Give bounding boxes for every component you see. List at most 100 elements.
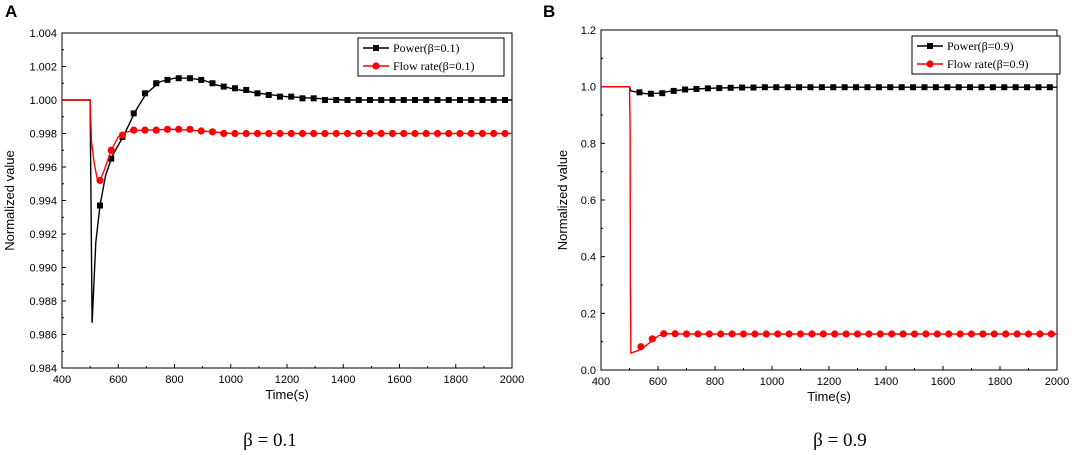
data-point	[208, 128, 217, 136]
data-point	[231, 85, 238, 92]
y-tick-label: 0.2	[581, 308, 596, 320]
data-point	[220, 129, 228, 138]
data-point	[887, 84, 894, 91]
data-point	[979, 330, 987, 338]
legend: Power(β=0.1) Flow rate(β=0.1)	[357, 37, 505, 77]
series-power	[601, 84, 1057, 97]
x-tick-label: 800	[165, 374, 183, 386]
x-tick-label: 400	[592, 376, 610, 388]
data-point	[501, 129, 509, 138]
y-tick-label: 0.990	[29, 263, 57, 275]
data-point	[660, 330, 668, 338]
data-point	[727, 84, 734, 91]
data-point	[853, 330, 862, 338]
data-point	[164, 76, 171, 83]
data-point	[784, 84, 791, 91]
data-point	[445, 97, 452, 103]
data-point	[355, 129, 363, 138]
data-point	[899, 330, 907, 338]
legend-marker	[926, 60, 934, 68]
data-point	[841, 84, 848, 91]
data-point	[876, 330, 884, 338]
data-point	[400, 97, 407, 103]
data-point	[388, 129, 397, 138]
data-point	[298, 129, 307, 138]
data-point	[659, 90, 666, 97]
data-point	[333, 97, 340, 103]
legend: Power(β=0.9) Flow rate(β=0.9)	[911, 35, 1061, 75]
data-point	[467, 129, 475, 138]
y-tick-label: 1.004	[29, 28, 57, 40]
data-point	[321, 97, 328, 103]
data-point	[468, 97, 475, 103]
data-point	[842, 330, 850, 338]
x-tick-label: 1000	[760, 376, 784, 388]
data-point	[276, 129, 284, 138]
data-point	[197, 127, 205, 135]
data-point	[705, 330, 713, 338]
y-tick-label: 0.998	[29, 129, 57, 141]
data-point	[750, 84, 757, 91]
y-tick-label: 1.002	[29, 62, 57, 74]
data-point	[796, 330, 805, 338]
data-point	[276, 93, 283, 100]
data-point	[967, 330, 976, 338]
legend-label: Power(β=0.9)	[947, 39, 1014, 53]
data-point	[682, 330, 691, 338]
data-point	[411, 129, 419, 138]
data-point	[490, 97, 497, 103]
data-point	[648, 335, 656, 343]
data-point	[932, 84, 939, 91]
y-tick-label: 1.000	[29, 95, 57, 107]
data-point	[175, 75, 182, 82]
panel-a: A 400 600 800 1000 1200 1400 1600 1800 2000 0.984…	[2, 2, 524, 451]
x-axis-title: Time(s)	[807, 389, 851, 404]
data-point	[818, 84, 825, 91]
series-line	[601, 85, 1057, 95]
data-point	[1024, 330, 1033, 338]
data-point	[321, 129, 329, 138]
data-point	[186, 125, 194, 133]
data-point	[808, 330, 816, 338]
legend-box	[357, 37, 505, 77]
data-point	[1046, 84, 1053, 91]
data-point	[636, 89, 643, 96]
data-point	[254, 90, 261, 97]
data-point	[141, 90, 148, 97]
legend-label: Power(β=0.1)	[393, 41, 460, 55]
x-axis-title: Time(s)	[265, 387, 309, 402]
panel-b: B 400 600 800 1000 1200 1400 1600 1800 2000 0.0 0.…	[543, 2, 1069, 451]
x-tick-label: 1400	[331, 374, 355, 386]
data-point	[209, 80, 216, 87]
panel-b-letter: B	[543, 2, 555, 21]
data-point	[1024, 84, 1031, 91]
legend-marker	[373, 45, 379, 51]
data-point	[366, 129, 374, 138]
data-point	[807, 84, 814, 91]
data-point	[479, 97, 486, 103]
data-point	[163, 125, 172, 133]
y-tick-label: 0.992	[29, 229, 57, 241]
data-point	[1012, 84, 1019, 91]
legend-marker	[927, 43, 933, 49]
x-tick-label: 1200	[817, 376, 841, 388]
series-line	[62, 99, 512, 182]
x-tick-label: 1000	[219, 374, 243, 386]
data-point	[1035, 84, 1042, 91]
y-tick-label: 0.6	[581, 195, 596, 207]
data-point	[865, 330, 873, 338]
data-point	[945, 330, 953, 338]
data-point	[739, 330, 748, 338]
data-point	[751, 330, 759, 338]
series-power	[62, 75, 512, 323]
data-point	[130, 110, 137, 117]
data-point	[243, 86, 250, 93]
data-point	[830, 84, 837, 91]
data-point	[888, 330, 896, 338]
data-point	[96, 176, 104, 184]
data-point	[501, 97, 508, 103]
data-point	[253, 129, 262, 138]
series-line	[601, 85, 1057, 354]
data-point	[118, 131, 127, 139]
x-tick-label: 1600	[387, 374, 411, 386]
